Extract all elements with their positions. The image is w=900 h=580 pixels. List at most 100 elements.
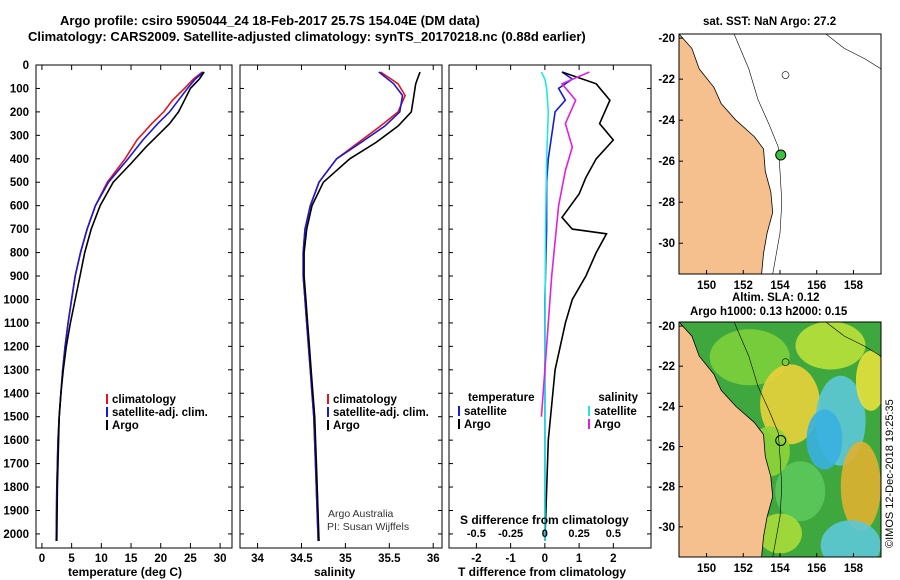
credit-org: Argo Australia	[328, 508, 394, 520]
sla-anomaly-patch	[758, 513, 802, 554]
legend-entry: climatology	[333, 394, 398, 406]
depth-tick-label: 400	[10, 154, 29, 166]
imos-stamp: ©IMOS 12-Dec-2018 19:25:35	[884, 399, 896, 548]
x-tick-label: 1	[576, 553, 583, 565]
x-tick-label: 35.5	[378, 553, 401, 565]
depth-tick-label: 1000	[3, 294, 29, 306]
legend-title: salinity	[598, 392, 638, 404]
series-line-argo	[303, 71, 421, 542]
x-tick-label: 36	[427, 553, 440, 565]
x-tick-label: 0	[39, 553, 45, 565]
depth-tick-label: 700	[10, 224, 29, 236]
depth-tick-label: 300	[10, 130, 29, 142]
depth-tick-label: 1400	[3, 388, 29, 400]
legend-entry: satellite-adj. clim.	[112, 407, 208, 419]
series-line-argo	[56, 71, 205, 542]
depth-tick-label: 0	[23, 60, 29, 72]
x-tick-label: 2	[610, 553, 616, 565]
x-tick-label: 0	[542, 553, 548, 565]
map-y-tick-label: -22	[658, 74, 675, 86]
depth-tick-label: 900	[10, 271, 29, 283]
legend-entry: Argo	[594, 419, 621, 431]
argo-float-marker	[775, 435, 787, 447]
depth-tick-label: 600	[10, 201, 29, 213]
map-y-tick-label: -24	[658, 401, 675, 413]
series-line-satellite-adj-clim-	[302, 71, 404, 542]
sla-map-title-1: Altim. SLA: 0.12	[732, 292, 820, 304]
map-x-tick-label: 156	[807, 280, 826, 292]
sla-anomaly-patch	[820, 520, 881, 557]
legend-entry: satellite	[594, 406, 637, 418]
depth-tick-label: 1900	[3, 505, 29, 517]
x-tick-label: 25	[184, 553, 197, 565]
legend-entry: Argo	[112, 420, 139, 432]
title-line-2: Climatology: CARS2009. Satellite-adjuste…	[28, 29, 586, 44]
map-x-tick-label: 158	[844, 280, 864, 292]
map-x-tick-label: 154	[770, 280, 790, 292]
map-x-tick-label: 154	[770, 563, 790, 575]
salinity-axis-label: salinity	[314, 565, 356, 579]
map-y-tick-label: -30	[658, 238, 675, 250]
salinity-panel: 34 34.5 35 35.5 36 climatologysatellite-adj. …	[239, 64, 443, 565]
map-y-tick-label: -30	[658, 522, 675, 534]
panel-frame	[239, 64, 443, 549]
sla-anomaly-patch	[840, 441, 881, 532]
isobath-line	[825, 322, 881, 357]
reef-outline	[781, 358, 790, 366]
s-diff-tick-label: 0	[542, 528, 548, 540]
legend-entry: Argo	[464, 419, 491, 431]
x-tick-label: 34	[251, 553, 264, 565]
map-y-tick-label: -28	[658, 482, 675, 494]
isobath-line	[733, 34, 783, 274]
map-x-tick-label: 158	[844, 563, 864, 575]
map-y-tick-label: -26	[658, 442, 675, 454]
difference-panel: -2 -1 0 1 2 -0.5 -0.25 0 0.25 0.5 temperature satel…	[448, 64, 652, 565]
title-line-1: Argo profile: csiro 5905044_24 18-Feb-20…	[60, 13, 480, 28]
map-x-tick-label: 150	[697, 280, 716, 292]
series-line-climatology	[55, 71, 203, 542]
map-y-tick-label: -22	[658, 361, 675, 373]
sla-anomaly-patch	[855, 350, 881, 411]
sla-anomaly-patch	[806, 409, 843, 470]
x-tick-label: 10	[95, 553, 108, 565]
sla-anomaly-patch	[760, 364, 821, 445]
land-mass	[679, 322, 774, 557]
map-y-tick-label: -20	[658, 33, 675, 45]
depth-tick-label: 800	[10, 248, 29, 260]
depth-tick-label: 200	[10, 107, 29, 119]
sst-map: 150 152 154 156 158 -20 -22 -24 -26 -28 -30	[658, 33, 882, 292]
x-tick-label: -1	[506, 553, 517, 565]
series-line-s-satellite	[540, 71, 550, 541]
sla-map-title-2: Argo h1000: 0.13 h2000: 0.15	[690, 306, 848, 318]
series-line-t-argo	[544, 71, 615, 542]
depth-tick-label: 100	[10, 83, 29, 95]
depth-tick-label: 1800	[3, 482, 29, 494]
temperature-axis-label: temperature (deg C)	[68, 565, 182, 579]
map-x-tick-label: 152	[734, 563, 753, 575]
x-tick-label: 20	[154, 553, 167, 565]
depth-tick-label: 1700	[3, 459, 29, 471]
credit-pi: PI: Susan Wijffels	[327, 521, 409, 533]
legend-entry: climatology	[112, 394, 177, 406]
x-tick-label: -2	[471, 553, 481, 565]
x-tick-label: 15	[125, 553, 138, 565]
s-diff-tick-label: -0.25	[498, 528, 523, 540]
isobath-line	[733, 322, 783, 557]
depth-tick-label: 1300	[3, 365, 29, 377]
sla-anomaly-patch	[709, 329, 790, 386]
sst-map-title: sat. SST: NaN Argo: 27.2	[703, 16, 836, 28]
depth-tick-label: 1500	[3, 412, 29, 424]
series-line-climatology	[302, 71, 406, 542]
argo-float-marker	[775, 149, 787, 161]
legend-entry: satellite-adj. clim.	[333, 407, 429, 419]
panel-frame	[448, 64, 652, 549]
depth-tick-label: 1200	[3, 341, 29, 353]
map-x-tick-label: 156	[807, 563, 826, 575]
map-y-tick-label: -26	[658, 156, 675, 168]
s-diff-axis-label: S difference from climatology	[460, 513, 629, 527]
x-tick-label: 35	[339, 553, 352, 565]
legend-entry: Argo	[333, 420, 360, 432]
depth-tick-label: 500	[10, 177, 29, 189]
t-diff-axis-label: T difference from climatology	[458, 565, 626, 579]
